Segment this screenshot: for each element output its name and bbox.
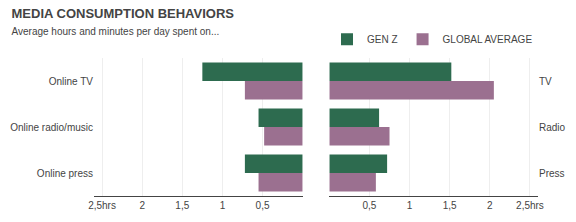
svg-text:2: 2 [139, 200, 145, 211]
svg-text:Online radio/music: Online radio/music [10, 122, 93, 133]
svg-text:1: 1 [220, 200, 226, 211]
svg-text:2,5hrs: 2,5hrs [88, 200, 116, 211]
svg-text:Online press: Online press [37, 168, 93, 179]
svg-text:0,5: 0,5 [362, 200, 376, 211]
svg-text:1,5: 1,5 [443, 200, 457, 211]
svg-text:GEN Z: GEN Z [367, 34, 398, 45]
svg-text:Radio: Radio [539, 122, 566, 133]
svg-text:2: 2 [487, 200, 493, 211]
svg-text:GLOBAL AVERAGE: GLOBAL AVERAGE [443, 34, 533, 45]
svg-text:TV: TV [539, 76, 552, 87]
svg-text:1: 1 [407, 200, 413, 211]
svg-text:0,5: 0,5 [256, 200, 270, 211]
svg-text:Online TV: Online TV [49, 76, 94, 87]
svg-text:MEDIA CONSUMPTION BEHAVIORSAve: MEDIA CONSUMPTION BEHAVIORSAverage hours… [12, 6, 235, 37]
svg-text:2,5hrs: 2,5hrs [516, 200, 544, 211]
svg-text:Press: Press [539, 168, 565, 179]
svg-text:1,5: 1,5 [175, 200, 189, 211]
